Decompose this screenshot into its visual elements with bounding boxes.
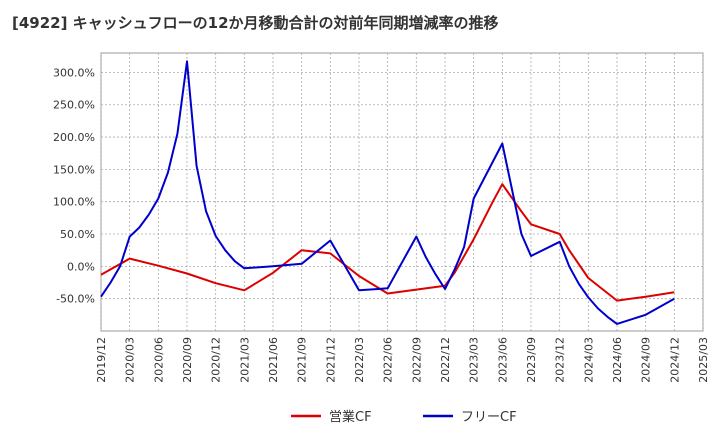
x-tick-label: 2023/06: [496, 337, 509, 383]
plot-frame: [100, 52, 704, 332]
y-tick-label: 200.0%: [53, 131, 95, 144]
chart-title: [4922] キャッシュフローの12か月移動合計の対前年同期増減率の推移: [12, 14, 499, 32]
x-tick-label: 2021/12: [324, 337, 337, 383]
x-tick-label: 2021/03: [238, 337, 251, 383]
x-tick-label: 2023/03: [468, 337, 481, 383]
x-tick-label: 2023/12: [554, 337, 567, 383]
x-tick-label: 2023/09: [525, 337, 538, 383]
x-tick-label: 2019/12: [95, 337, 108, 383]
x-tick-label: 2024/06: [611, 337, 624, 383]
y-tick-label: 300.0%: [53, 66, 95, 79]
y-tick-label: -50.0%: [56, 293, 95, 306]
series-line-operating-cf: [100, 183, 675, 302]
x-tick-label: 2022/06: [382, 337, 395, 383]
x-tick-label: 2022/12: [439, 337, 452, 383]
x-tick-label: 2024/12: [668, 337, 681, 383]
legend-label-operating-cf: 営業CF: [329, 409, 372, 425]
x-tick-label: 2021/09: [296, 337, 309, 383]
x-tick-label: 2024/03: [582, 337, 595, 383]
x-tick-label: 2022/03: [353, 337, 366, 383]
series-line-free-cf: [100, 60, 675, 325]
x-tick-label: 2020/06: [152, 337, 165, 383]
x-tick-label: 2025/03: [697, 337, 710, 383]
y-tick-label: 100.0%: [53, 196, 95, 209]
x-tick-label: 2020/12: [210, 337, 223, 383]
legend-label-free-cf: フリーCF: [461, 410, 517, 425]
y-tick-label: 150.0%: [53, 163, 95, 176]
y-tick-label: 250.0%: [53, 99, 95, 112]
x-tick-label: 2024/09: [640, 337, 653, 383]
x-tick-label: 2021/06: [267, 337, 280, 383]
y-tick-label: 50.0%: [60, 228, 95, 241]
x-tick-label: 2020/03: [124, 337, 137, 383]
x-tick-label: 2020/09: [181, 337, 194, 383]
x-tick-label: 2022/09: [410, 337, 423, 383]
y-tick-label: 0.0%: [67, 260, 95, 273]
